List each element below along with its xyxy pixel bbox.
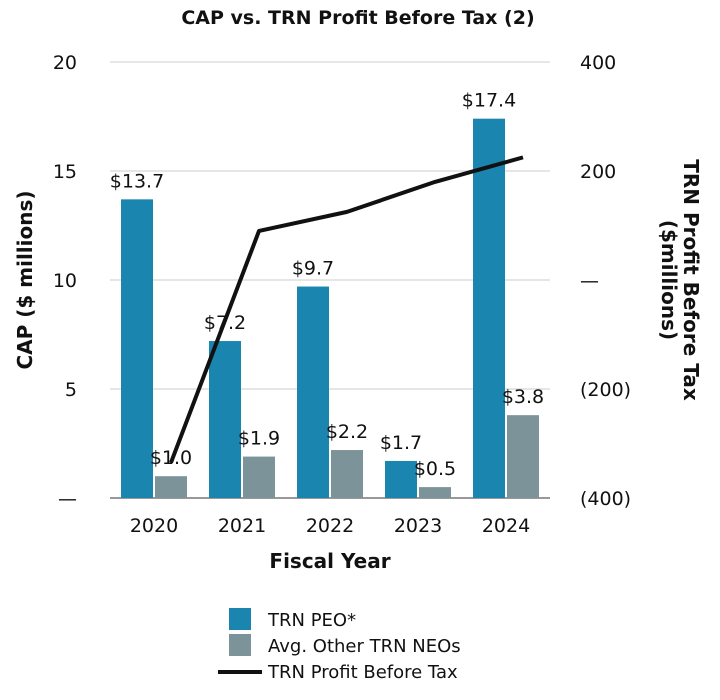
bar-neos [243, 457, 275, 498]
y-tick-label: — [58, 488, 77, 510]
bar-value-label: $1.7 [380, 432, 422, 454]
y-tick-label: 15 [53, 161, 77, 183]
x-tick-label: 2021 [218, 515, 266, 537]
bar-value-label: $7.2 [204, 312, 246, 334]
y2-axis-title-line1: TRN Profit Before Tax [679, 159, 703, 401]
legend-swatch-neos [229, 634, 251, 656]
bar-value-label: $0.5 [414, 458, 456, 480]
x-tick-label: 2020 [130, 515, 178, 537]
y2-tick-label: 200 [580, 161, 616, 183]
legend: TRN PEO* Avg. Other TRN NEOs TRN Profit … [218, 608, 461, 683]
bar-value-label: $9.7 [292, 258, 334, 280]
y2-tick-label: (400) [580, 488, 631, 510]
bar-neos [419, 487, 451, 498]
legend-label-profit: TRN Profit Before Tax [267, 662, 458, 683]
bar-neos [155, 476, 187, 498]
chart-title: CAP vs. TRN Profit Before Tax (2) [181, 7, 534, 29]
bar-value-label: $1.0 [150, 447, 192, 469]
x-tick-label: 2022 [306, 515, 354, 537]
bar-value-label: $17.4 [462, 90, 516, 112]
y2-tick-label: — [580, 270, 599, 292]
bar-peo [385, 461, 417, 498]
bar-value-label: $3.8 [502, 386, 544, 408]
bar-peo [121, 199, 153, 498]
y2-axis-title-line2: ($millions) [657, 220, 681, 340]
y2-tick-label: (200) [580, 379, 631, 401]
x-tick-label: 2023 [394, 515, 442, 537]
legend-label-peo: TRN PEO* [267, 610, 356, 631]
bar-neos [507, 415, 539, 498]
x-axis-title: Fiscal Year [269, 549, 390, 573]
y-tick-label: 5 [65, 379, 77, 401]
bar-peo [473, 119, 505, 498]
y-axis-title: CAP ($ millions) [13, 190, 37, 369]
legend-swatch-peo [229, 608, 251, 630]
y2-tick-label: 400 [580, 52, 616, 74]
y-tick-label: 20 [53, 52, 77, 74]
bar-value-label: $1.9 [238, 428, 280, 450]
x-tick-label: 2024 [482, 515, 530, 537]
bar-value-label: $2.2 [326, 421, 368, 443]
chart: CAP vs. TRN Profit Before Tax (2) $13.7 $… [0, 0, 720, 700]
legend-label-neos: Avg. Other TRN NEOs [268, 636, 461, 657]
y-tick-label: 10 [53, 270, 77, 292]
bar-peo [297, 287, 329, 498]
bar-neos [331, 450, 363, 498]
bar-peo [209, 341, 241, 498]
bar-value-label: $13.7 [110, 170, 164, 192]
